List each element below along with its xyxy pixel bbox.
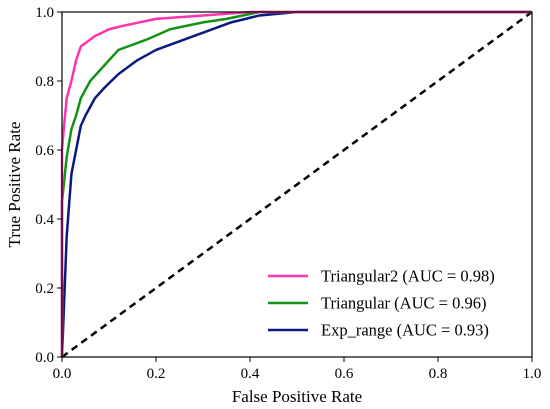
y-axis-label: True Positive Rate: [5, 122, 24, 248]
x-tick-label: 1.0: [523, 366, 542, 382]
x-tick-label: 0.6: [335, 366, 354, 382]
legend-label-1: Triangular (AUC = 0.96): [321, 294, 486, 313]
x-tick-label: 0.8: [429, 366, 448, 382]
y-tick-label: 0.8: [35, 74, 54, 90]
x-tick-label: 0.4: [241, 366, 260, 382]
y-tick-label: 0.2: [35, 281, 54, 297]
y-tick-label: 0.6: [35, 143, 54, 159]
x-tick-label: 0.2: [147, 366, 166, 382]
x-axis-label: False Positive Rate: [232, 387, 362, 406]
plot-frame: [61, 11, 533, 358]
legend-label-2: Exp_range (AUC = 0.93): [321, 321, 489, 340]
y-axis: 0.0 0.2 0.4 0.6 0.8 1.0: [35, 5, 62, 366]
x-tick-label: 0.0: [53, 366, 72, 382]
series-line-0: [60, 10, 532, 357]
legend-label-0: Triangular2 (AUC = 0.98): [321, 267, 495, 286]
series-line-1: [60, 10, 532, 357]
series-layer: [60, 10, 533, 359]
y-tick-label: 0.4: [35, 212, 54, 228]
series-line-2: [60, 10, 532, 358]
x-axis: 0.0 0.2 0.4 0.6 0.8 1.0: [53, 357, 542, 382]
chance-diagonal-line: [61, 10, 533, 359]
y-tick-label: 0.0: [35, 350, 54, 366]
legend: Triangular2 (AUC = 0.98) Triangular (AUC …: [268, 267, 495, 340]
y-tick-label: 1.0: [35, 5, 54, 21]
